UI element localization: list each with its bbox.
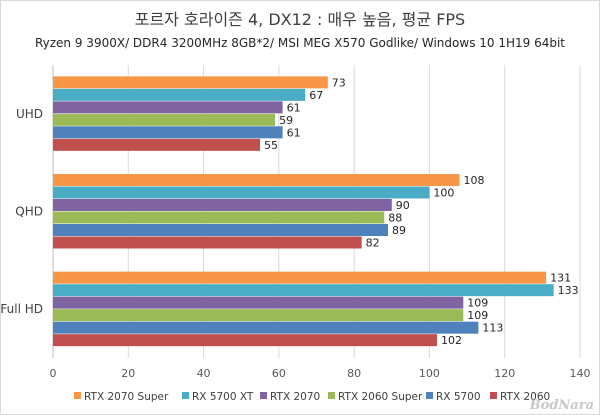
x-tick-label: 120 (494, 367, 515, 380)
bar (53, 334, 437, 347)
legend-swatch (328, 392, 335, 399)
data-label: 88 (388, 212, 402, 225)
category-label: UHD (16, 107, 43, 121)
legend-label: RTX 2060 Super (338, 391, 423, 403)
data-label: 55 (264, 139, 278, 152)
x-tick-label: 140 (570, 367, 591, 380)
x-tick-label: 40 (197, 367, 211, 380)
data-label: 73 (332, 76, 346, 89)
watermark-logo: BodNara (529, 398, 594, 413)
x-tick-label: 100 (419, 367, 440, 380)
bar (53, 199, 392, 211)
legend-swatch (182, 392, 189, 399)
chart-title: 포르자 호라이즌 4, DX12 : 매우 높음, 평균 FPS (134, 10, 466, 29)
x-tick-label: 60 (272, 367, 286, 380)
data-label: 109 (467, 297, 488, 310)
data-label: 109 (467, 309, 488, 322)
legend-swatch (74, 392, 81, 399)
data-label: 131 (550, 272, 571, 285)
legend-label: RTX 2070 (270, 391, 320, 403)
data-label: 89 (392, 224, 406, 237)
bar (53, 284, 554, 297)
legend-label: RX 5700 XT (192, 391, 254, 403)
x-tick-label: 20 (121, 367, 135, 380)
legend-swatch (426, 392, 433, 399)
bar (53, 271, 547, 284)
data-label: 102 (441, 334, 462, 347)
bar (53, 236, 362, 249)
bar (53, 186, 430, 199)
x-tick-label: 0 (50, 367, 57, 380)
bar (53, 211, 385, 224)
legend-swatch (490, 392, 497, 399)
data-label: 82 (366, 237, 380, 250)
bar (53, 88, 306, 101)
legend-label: RTX 2070 Super (84, 391, 169, 403)
data-label: 113 (482, 322, 503, 335)
bar (53, 126, 283, 139)
data-label: 133 (558, 284, 579, 297)
bar (53, 101, 283, 114)
bar (53, 113, 276, 126)
bar (53, 321, 479, 334)
data-label: 67 (309, 89, 323, 102)
category-label: Full HD (0, 302, 43, 316)
bar (53, 296, 464, 309)
bar (53, 138, 261, 151)
bar (53, 309, 464, 322)
legend-swatch (260, 392, 267, 399)
x-tick-label: 80 (347, 367, 361, 380)
data-label: 61 (287, 126, 301, 139)
data-label: 108 (464, 174, 485, 187)
data-label: 61 (287, 101, 301, 114)
category-label: QHD (15, 205, 43, 219)
bar (53, 174, 460, 186)
bar (53, 76, 328, 89)
legend-label: RX 5700 (436, 391, 481, 403)
data-label: 59 (279, 114, 293, 127)
chart-subtitle: Ryzen 9 3900X/ DDR4 3200MHz 8GB*2/ MSI M… (34, 36, 566, 50)
legend-label: RTX 2060 (500, 391, 550, 403)
bar (53, 224, 389, 236)
data-label: 90 (396, 199, 410, 212)
data-label: 100 (433, 187, 454, 200)
